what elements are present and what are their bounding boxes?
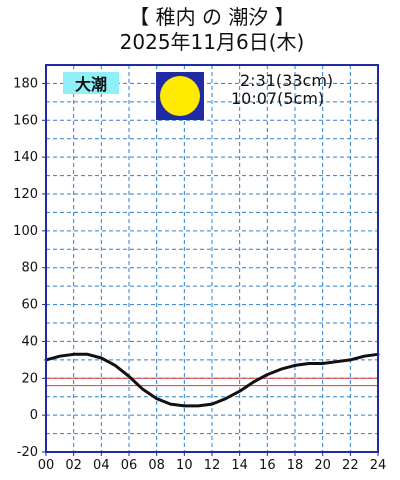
plot-area: -20 0 20 40 60 80 100 120 140 160 180 00 02 04 06 08 10 1… — [13, 64, 387, 473]
x-axis-tick-label: 08 — [148, 458, 165, 473]
x-axis-tick-label: 10 — [176, 458, 193, 473]
chart-title-date: 2025年11月6日(木) — [120, 30, 305, 54]
full-moon-icon — [160, 76, 200, 116]
chart-title-location: 【 稚内 の 潮汐 】 — [129, 5, 294, 29]
x-axis-tick-label: 00 — [38, 458, 55, 473]
x-axis-tick-label: 06 — [121, 458, 138, 473]
y-axis-tick-label: 40 — [21, 334, 38, 349]
y-axis-tick-label: 80 — [21, 261, 38, 276]
y-axis-tick-label: 180 — [13, 76, 38, 91]
x-axis-tick-label: 04 — [93, 458, 110, 473]
y-axis-tick-label: 140 — [13, 150, 38, 165]
x-axis-tick-label: 20 — [314, 458, 331, 473]
y-axis-tick-label: 100 — [13, 224, 38, 239]
low-tide-annotation: 10:07(5cm) — [231, 89, 324, 108]
y-axis-tick-label: -20 — [17, 445, 38, 460]
tide-type-label: 大潮 — [75, 75, 107, 94]
tide-curve — [44, 352, 380, 408]
x-axis-tick-label: 14 — [231, 458, 248, 473]
x-axis-tick-label: 02 — [65, 458, 82, 473]
y-axis-tick-label: 0 — [30, 408, 38, 423]
y-axis-tick-label: 60 — [21, 298, 38, 313]
y-axis-tick-label: 160 — [13, 113, 38, 128]
y-axis-tick-label: 20 — [21, 371, 38, 386]
tide-type-badge — [63, 72, 119, 94]
x-axis-tick-label: 16 — [259, 458, 276, 473]
x-axis-tick-label: 22 — [342, 458, 359, 473]
y-axis-tick-label: 120 — [13, 187, 38, 202]
high-tide-annotation: 2:31(33cm) — [240, 71, 333, 90]
x-axis-tick-label: 18 — [287, 458, 304, 473]
x-axis-tick-label: 24 — [370, 458, 387, 473]
x-axis-tick-label: 12 — [204, 458, 221, 473]
